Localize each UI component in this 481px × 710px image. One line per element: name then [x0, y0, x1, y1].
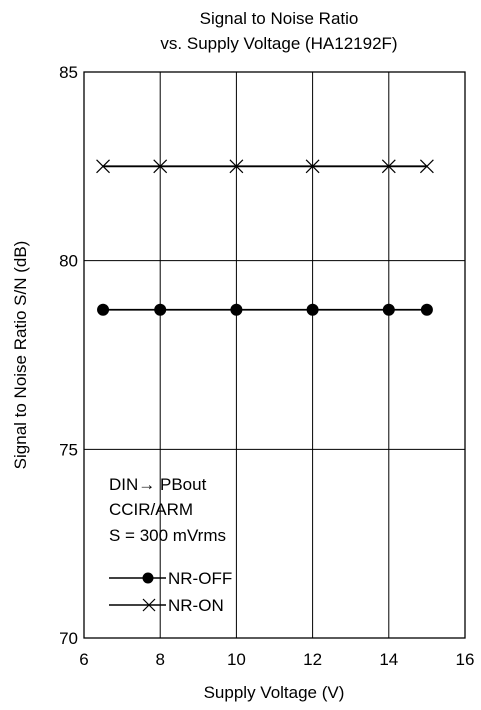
x-axis-label: Supply Voltage (V) [204, 683, 345, 702]
data-point-nr-on-3 [305, 159, 320, 174]
x-tick-label-8: 8 [155, 650, 164, 669]
series-lines [96, 159, 434, 316]
data-point-nr-on-5 [419, 159, 434, 174]
data-point-nr-on-0 [96, 159, 110, 174]
grid-lines [84, 72, 465, 638]
plot-area-frame [83, 71, 466, 639]
chart-title-line-2: vs. Supply Voltage (HA12192F) [160, 34, 397, 53]
data-point-nr-on-2 [229, 159, 244, 174]
legend-nr-on-marker [142, 598, 156, 612]
tick-labels: 6 8 10 12 14 16 70 75 80 85 [59, 63, 474, 669]
y-tick-label-75: 75 [59, 440, 78, 459]
legend: NR-OFF NR-ON [109, 569, 232, 615]
data-point-nr-off-1 [154, 303, 167, 316]
legend-nr-off-label: NR-OFF [168, 569, 232, 588]
x-tick-label-10: 10 [227, 650, 246, 669]
data-point-nr-off-0 [97, 303, 110, 316]
x-tick-label-12: 12 [303, 650, 322, 669]
y-tick-label-70: 70 [59, 629, 78, 648]
series-nr-off [97, 303, 433, 316]
y-axis-label: Signal to Noise Ratio S/N (dB) [11, 241, 30, 470]
data-point-nr-on-1 [153, 159, 168, 174]
data-point-nr-off-3 [306, 303, 319, 316]
x-tick-label-16: 16 [456, 650, 475, 669]
annotation-signal-level: S = 300 mVrms [109, 526, 226, 545]
annotation-din-pbout: DIN→ PBout [109, 475, 207, 494]
data-point-nr-off-5 [420, 303, 433, 316]
x-tick-label-6: 6 [79, 650, 88, 669]
chart-title-line-1: Signal to Noise Ratio [200, 9, 359, 28]
annotation-ccir-arm: CCIR/ARM [109, 500, 193, 519]
x-tick-label-14: 14 [379, 650, 398, 669]
y-tick-label-85: 85 [59, 63, 78, 82]
data-point-nr-on-4 [381, 159, 396, 174]
data-point-nr-off-4 [382, 303, 395, 316]
data-point-nr-off-2 [230, 303, 243, 316]
annotation-block: DIN→ PBout CCIR/ARM S = 300 mVrms [109, 475, 226, 545]
legend-nr-on-label: NR-ON [168, 596, 224, 615]
series-nr-on [96, 159, 434, 174]
y-tick-label-80: 80 [59, 252, 78, 271]
legend-nr-off-marker [142, 572, 154, 584]
